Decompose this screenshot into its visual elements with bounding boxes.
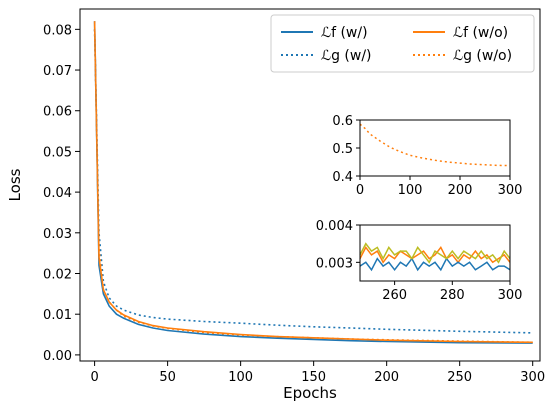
inset-y-tick-label: 0.004 <box>316 219 353 234</box>
legend-entry: ℒg (w/) <box>321 48 372 64</box>
main-plot-series <box>93 21 533 344</box>
y-tick-label: 0.08 <box>43 23 72 38</box>
y-tick-label: 0.05 <box>43 145 72 160</box>
series-line-1 <box>93 21 533 344</box>
x-axis-label: Epochs <box>283 384 337 402</box>
x-tick-label: 300 <box>520 370 545 385</box>
inset-x-tick-label: 0 <box>356 183 364 198</box>
inset-x-tick-label: 100 <box>398 183 423 198</box>
y-tick-label: 0.01 <box>43 308 72 323</box>
x-tick-label: 200 <box>374 370 399 385</box>
x-tick-label: 0 <box>90 370 98 385</box>
series-line-4 <box>93 29 533 344</box>
x-tick-label: 250 <box>447 370 472 385</box>
series-line-3 <box>93 29 533 334</box>
x-tick-label: 50 <box>159 370 176 385</box>
y-tick-label: 0.00 <box>43 349 72 364</box>
inset-x-tick-label: 200 <box>448 183 473 198</box>
inset-series-line <box>359 123 511 167</box>
y-tick-label: 0.04 <box>43 186 72 201</box>
inset-y-tick-label: 0.4 <box>332 170 353 185</box>
inset-x-tick-label: 280 <box>440 288 465 303</box>
inset-x-tick-label: 300 <box>498 183 523 198</box>
main-plot-frame <box>79 8 541 362</box>
y-tick-label: 0.07 <box>43 64 72 79</box>
x-tick-label: 150 <box>301 370 326 385</box>
inset-series-line <box>359 242 511 264</box>
legend-entry: ℒf (w/o) <box>453 25 508 41</box>
y-tick-label: 0.06 <box>43 105 72 120</box>
legend-entry: ℒf (w/) <box>321 25 368 41</box>
inset-frame <box>359 224 511 282</box>
inset-x-tick-label: 300 <box>498 288 523 303</box>
inset-y-tick-label: 0.5 <box>332 142 353 157</box>
legend-box <box>270 14 535 73</box>
legend-entry: ℒg (w/o) <box>453 48 512 64</box>
legend: ℒf (w/) ℒg (w/) ℒf (w/o) ℒg (w/o) <box>270 14 535 73</box>
y-axis-label: Loss <box>6 168 24 201</box>
inset-x-tick-label: 260 <box>382 288 407 303</box>
y-tick-label: 0.03 <box>43 227 72 242</box>
inset-plot-1: 0 100 200 300 0.4 0.5 0.6 <box>332 114 522 198</box>
inset-y-tick-label: 0.6 <box>332 114 353 129</box>
inset-series-line <box>359 257 511 272</box>
y-tick-label: 0.02 <box>43 268 72 283</box>
inset-y-tick-label: 0.003 <box>316 256 353 271</box>
x-tick-label: 100 <box>228 370 253 385</box>
inset-plot-2: 260 280 300 0.003 0.004 <box>316 219 523 303</box>
